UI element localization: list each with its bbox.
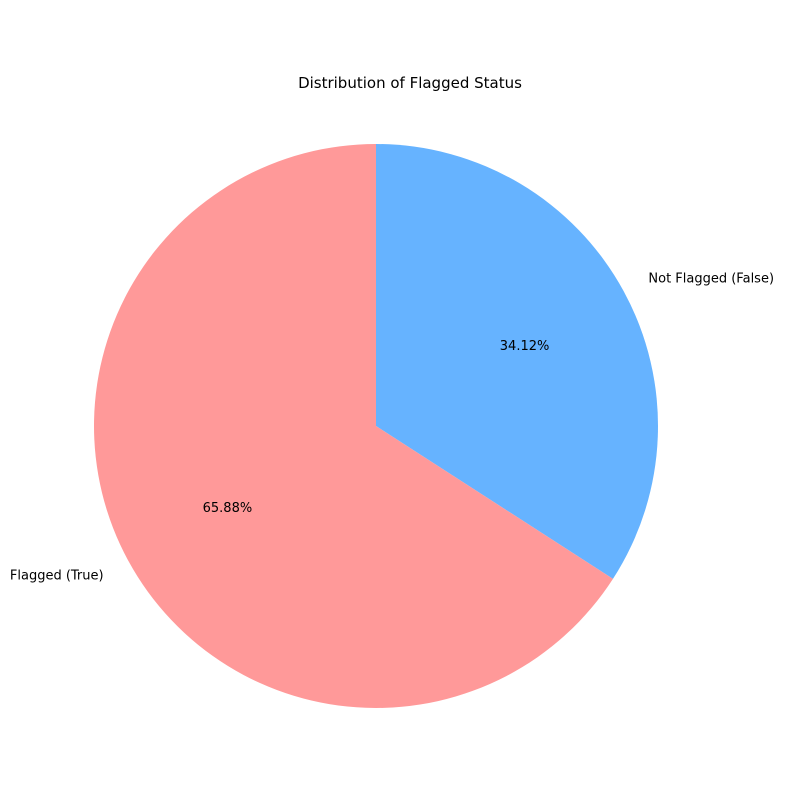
labels-layer: Not Flagged (False) 34.12% Flagged (True) 6… <box>10 272 774 584</box>
slice-pct-label-1: 65.88% <box>203 501 253 516</box>
chart-title: Distribution of Flagged Status <box>298 74 522 92</box>
slice-label-0: Not Flagged (False) <box>648 272 774 287</box>
slices-layer <box>93 144 658 708</box>
slice-label-1: Flagged (True) <box>10 568 104 583</box>
pie-slice-1 <box>93 144 613 708</box>
pie-slice-0 <box>376 144 658 579</box>
slice-pct-label-0: 34.12% <box>500 339 550 354</box>
